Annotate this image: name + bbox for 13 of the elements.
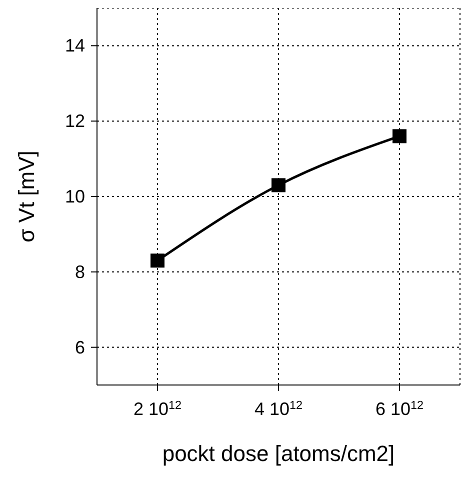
x-axis-title: pockt dose [atoms/cm2]	[162, 441, 395, 466]
x-tick-label: 2 10$^{12}$	[133, 398, 182, 419]
x-tick-label: 6 10$^{12}$	[375, 398, 424, 419]
y-tick-label: 12	[64, 111, 85, 132]
point	[272, 178, 286, 192]
point	[392, 129, 406, 144]
x-tick-label: 4 10$^{12}$	[254, 398, 303, 419]
point	[150, 254, 164, 268]
y-tick-label: 10	[64, 186, 85, 206]
y-tick-label: 6	[74, 337, 85, 358]
y-tick-label: 14	[64, 36, 85, 56]
y-axis-title: σ Vt [mV]	[14, 150, 39, 242]
y-tick-label: 8	[74, 262, 85, 282]
